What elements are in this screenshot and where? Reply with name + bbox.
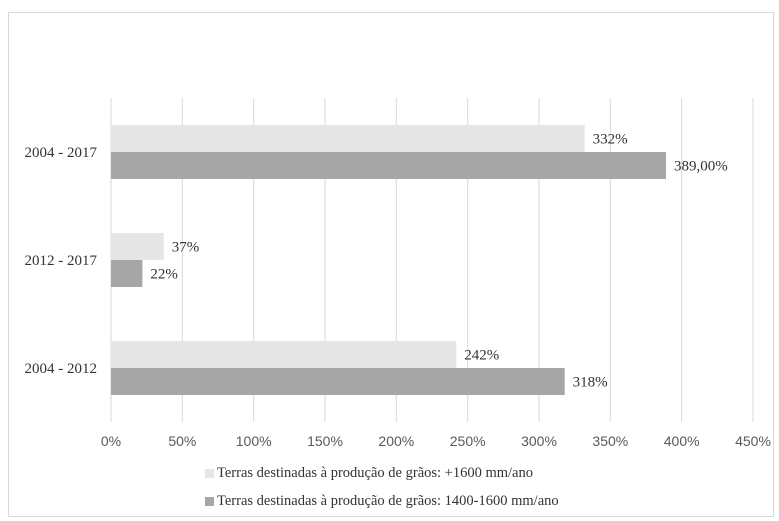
bar-series-1 <box>111 233 164 260</box>
x-tick-label: 250% <box>450 433 486 449</box>
x-tick-label: 450% <box>735 433 771 449</box>
x-tick-label: 200% <box>378 433 414 449</box>
bar-series-2 <box>111 152 666 179</box>
category-label: 2004 - 2017 <box>25 145 98 161</box>
x-tick-label: 0% <box>101 433 121 449</box>
category-label: 2012 - 2017 <box>25 253 98 269</box>
data-label-series-1: 242% <box>464 348 499 364</box>
x-tick-label: 150% <box>307 433 343 449</box>
data-label-series-1: 332% <box>593 132 628 148</box>
legend-label-series-2: Terras destinadas à produção de grãos: 1… <box>217 493 559 509</box>
data-label-series-2: 318% <box>573 375 608 391</box>
data-label-series-2: 22% <box>150 267 178 283</box>
bar-series-1 <box>111 341 457 368</box>
x-tick-label: 100% <box>236 433 272 449</box>
category-label: 2004 - 2012 <box>25 361 98 377</box>
x-tick-label: 300% <box>521 433 557 449</box>
x-tick-label: 50% <box>168 433 196 449</box>
legend-swatch-series-2 <box>205 497 214 506</box>
legend-swatch-series-1 <box>205 469 214 478</box>
bar-series-2 <box>111 260 143 287</box>
x-tick-label: 350% <box>592 433 628 449</box>
legend-item-series-1: Terras destinadas à produção de grãos: +… <box>205 465 533 482</box>
legend-item-series-2: Terras destinadas à produção de grãos: 1… <box>205 493 559 510</box>
bar-series-1 <box>111 125 585 152</box>
legend-label-series-1: Terras destinadas à produção de grãos: +… <box>217 465 533 481</box>
data-label-series-1: 37% <box>172 240 200 256</box>
bar-series-2 <box>111 368 565 395</box>
data-label-series-2: 389,00% <box>674 159 728 175</box>
x-tick-label: 400% <box>664 433 700 449</box>
